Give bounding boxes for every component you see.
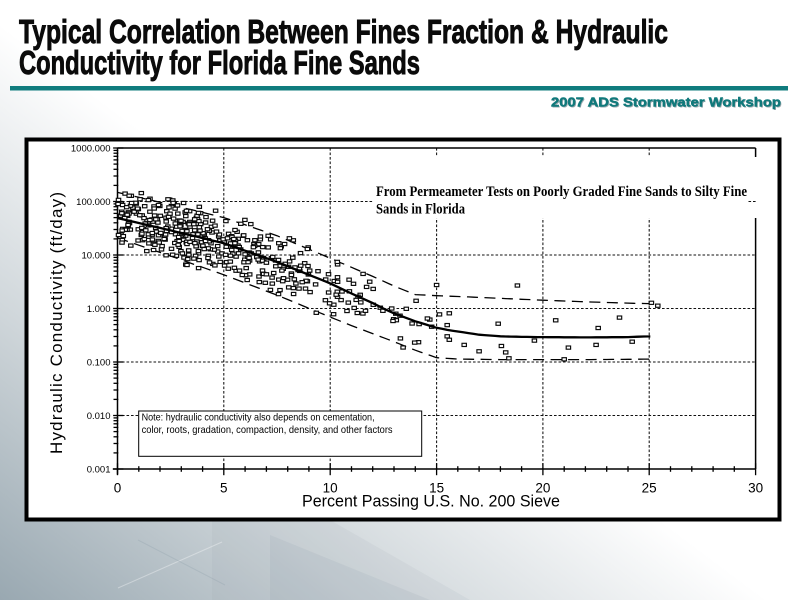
svg-text:25: 25 [642, 480, 657, 495]
svg-text:1.000: 1.000 [87, 304, 111, 315]
svg-text:color, roots, gradation, comp: color, roots, gradation, compaction, den… [142, 424, 393, 436]
svg-text:0: 0 [114, 480, 122, 495]
svg-text:5: 5 [220, 480, 228, 495]
svg-text:10.000: 10.000 [81, 250, 110, 261]
svg-text:100.000: 100.000 [76, 197, 110, 208]
svg-text:0.100: 0.100 [87, 357, 111, 368]
svg-text:Note: hydraulic conductivity a: Note: hydraulic conductivity also depend… [142, 412, 375, 424]
svg-text:From Permeameter Tests on Poor: From Permeameter Tests on Poorly Graded … [376, 184, 747, 200]
svg-text:10: 10 [323, 480, 338, 495]
svg-text:Typical Correlation Between Fi: Typical Correlation Between Fines Fracti… [19, 13, 668, 50]
svg-text:15: 15 [429, 480, 444, 495]
svg-text:Sands in Florida: Sands in Florida [376, 202, 465, 218]
svg-text:Percent Passing U.S. No. 200 S: Percent Passing U.S. No. 200 Sieve [302, 492, 560, 511]
svg-text:30: 30 [748, 480, 763, 495]
svg-text:1000.000: 1000.000 [71, 143, 111, 154]
svg-text:Hydraulic Conductivity (ft/day: Hydraulic Conductivity (ft/day) [47, 192, 66, 454]
svg-text:2007 ADS Stormwater Workshop: 2007 ADS Stormwater Workshop [552, 96, 782, 111]
svg-text:20: 20 [535, 480, 550, 495]
svg-text:2007 ADS Stormwater Workshop: 2007 ADS Stormwater Workshop [551, 95, 781, 110]
svg-text:0.010: 0.010 [87, 411, 111, 422]
svg-text:0.001: 0.001 [87, 464, 111, 475]
svg-text:Conductivity for Florida Fine: Conductivity for Florida Fine Sands [19, 44, 420, 81]
